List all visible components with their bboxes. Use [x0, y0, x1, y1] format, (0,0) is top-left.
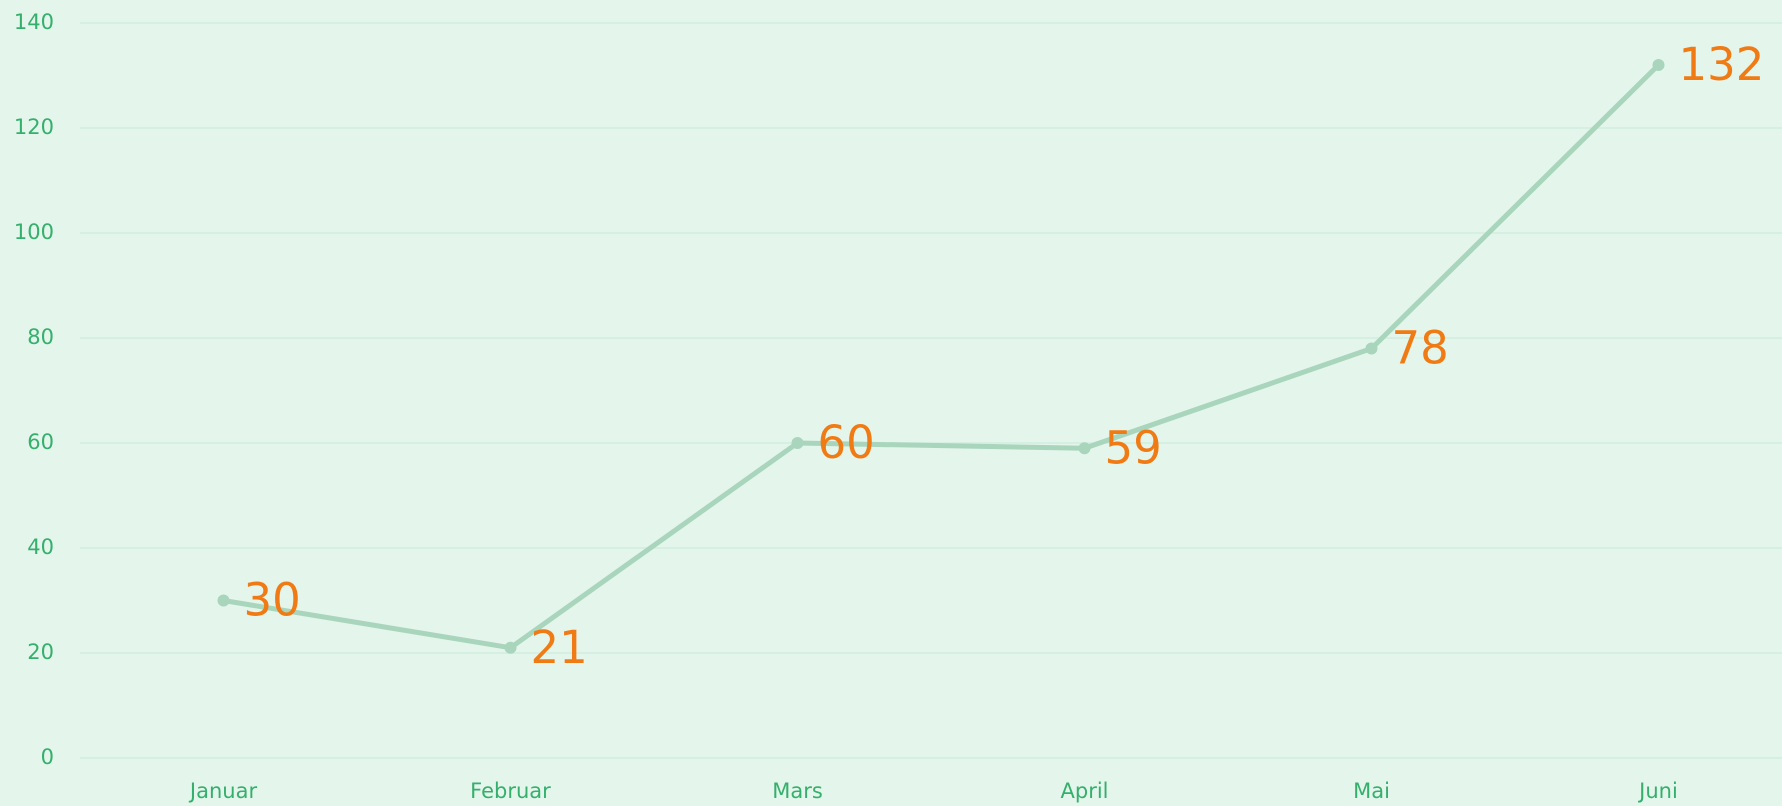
- y-tick-label: 80: [27, 325, 54, 349]
- y-tick-label: 40: [27, 535, 54, 559]
- x-tick-label: Mars: [772, 779, 823, 803]
- value-label: 59: [1105, 421, 1162, 474]
- point: [1365, 342, 1378, 355]
- y-tick-label: 100: [14, 220, 54, 244]
- point: [217, 594, 230, 607]
- value-label: 30: [244, 574, 301, 627]
- value-label: 21: [531, 621, 588, 674]
- y-tick-label: 0: [41, 745, 54, 769]
- point: [1652, 59, 1665, 71]
- y-tick-label: 120: [14, 115, 54, 139]
- point: [791, 437, 804, 449]
- x-tick-label: Februar: [470, 779, 551, 803]
- x-tick-label: Mai: [1353, 779, 1390, 803]
- y-tick-label: 20: [27, 640, 54, 664]
- y-tick-label: 60: [27, 430, 54, 454]
- point: [1078, 442, 1091, 455]
- point: [504, 641, 517, 654]
- line: [223, 63, 1661, 651]
- x-tick-label: Januar: [188, 779, 258, 803]
- y-tick-label: 140: [14, 10, 54, 34]
- value-label: 60: [818, 416, 875, 469]
- x-tick-label: April: [1061, 779, 1109, 803]
- x-tick-label: Juni: [1637, 779, 1678, 803]
- value-label: 132: [1679, 38, 1765, 91]
- value-label: 78: [1392, 322, 1449, 375]
